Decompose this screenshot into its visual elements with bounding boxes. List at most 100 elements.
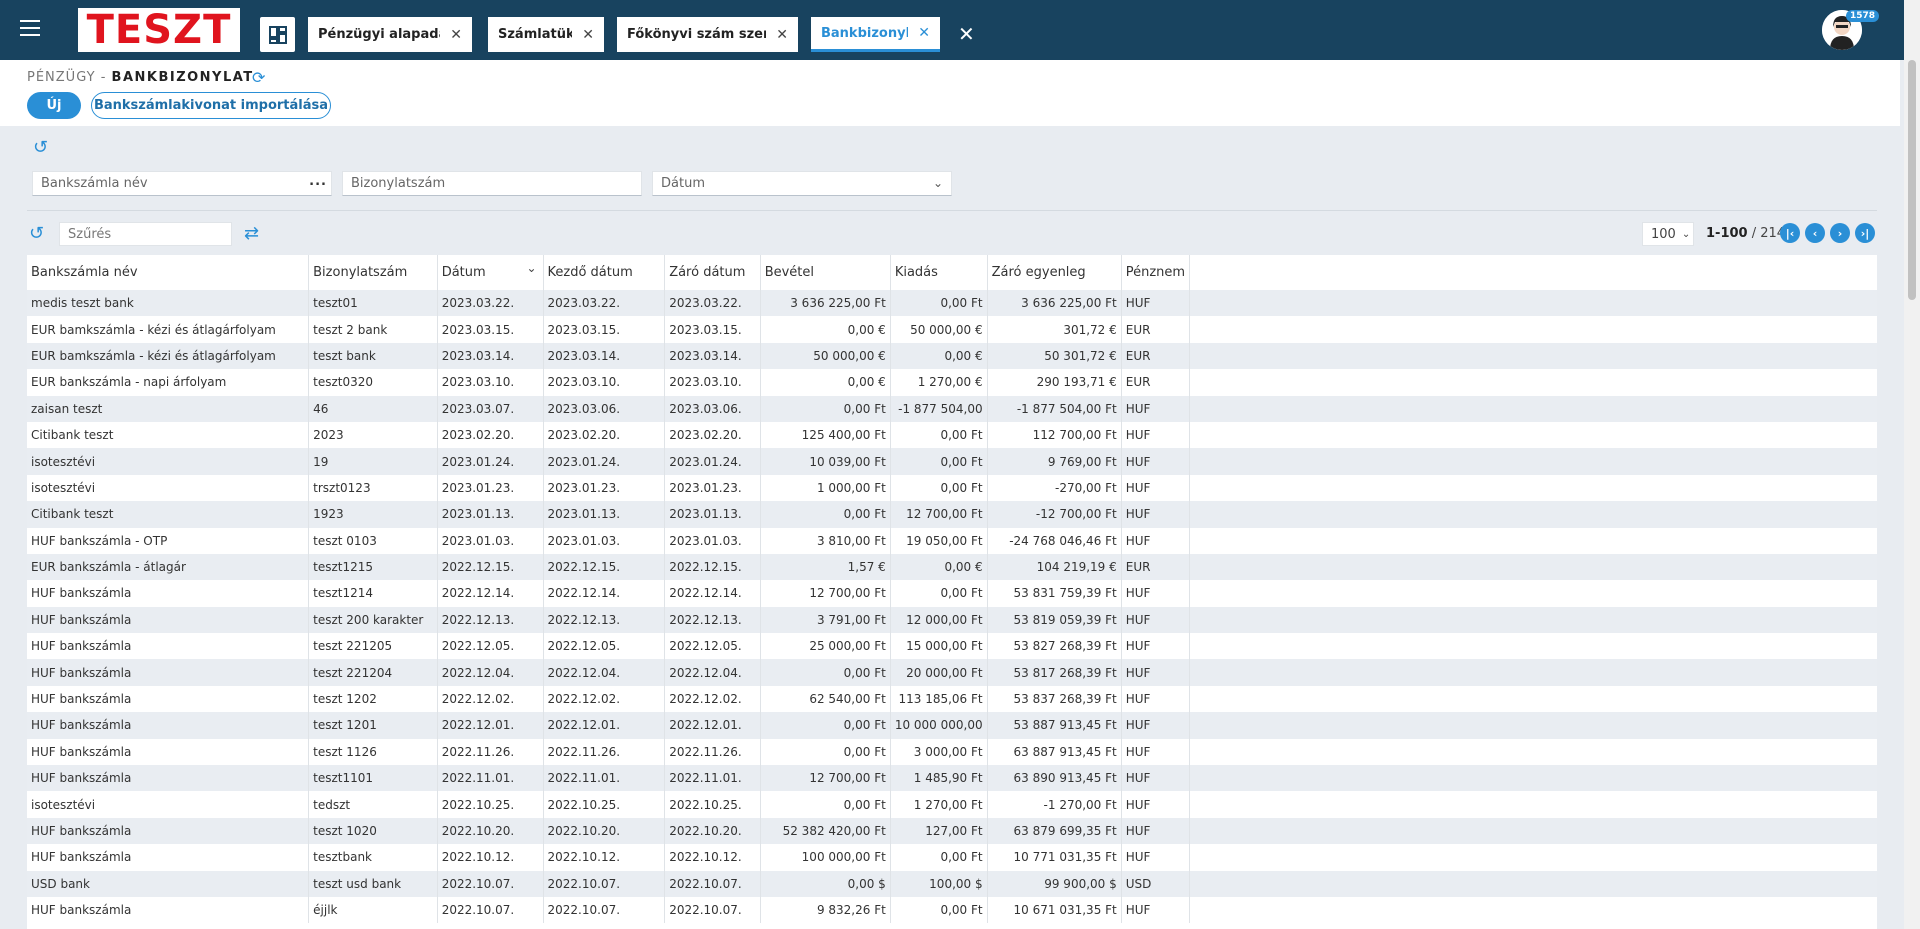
table-cell: 2023.03.10. [664, 369, 761, 396]
table-cell: 2023.03.06. [664, 395, 761, 422]
table-row[interactable]: HUF bankszámla teszt 221204 2022.12.04. 202… [27, 659, 1877, 686]
table-row[interactable]: EUR bankszámla - átlagár teszt1215 2022.12… [27, 553, 1877, 581]
table-cell: 0,00 € [760, 316, 891, 343]
table-cell: EUR [1121, 369, 1191, 396]
table-row[interactable]: zaisan teszt 46 2023.03.07. 2023.03.06. 2023… [27, 395, 1877, 422]
tab-bankbizonylat[interactable]: Bankbizonylat ✕ [811, 17, 940, 52]
table-row[interactable]: isotesztévi 19 2023.01.24. 2023.01.24. 2023.… [27, 448, 1877, 475]
tab-szamlatukor[interactable]: Számlatükör ✕ [488, 17, 604, 52]
table-row[interactable]: HUF bankszámla teszt 1126 2022.11.26. 2022.… [27, 738, 1877, 766]
col-header-end-date[interactable]: Záró dátum [664, 255, 761, 290]
table-cell: 2022.10.12. [543, 844, 666, 871]
col-header-date[interactable]: Dátum [437, 255, 544, 290]
last-page-button[interactable]: ›| [1855, 223, 1875, 243]
page-scrollbar[interactable] [1904, 0, 1920, 929]
close-icon[interactable]: ✕ [776, 26, 788, 43]
table-cell: 2022.12.05. [664, 633, 761, 660]
document-number-field[interactable]: Bizonylatszám [342, 171, 642, 196]
table-cell: 10 771 031,35 Ft [987, 844, 1122, 871]
close-icon[interactable]: ✕ [450, 26, 462, 43]
breadcrumb-parent[interactable]: PÉNZÜGY - [27, 70, 112, 85]
table-cell: teszt 1201 [308, 712, 438, 739]
menu-icon[interactable] [20, 20, 40, 38]
table-cell: 1,57 € [760, 553, 891, 581]
new-button[interactable]: Új [27, 92, 81, 119]
close-icon[interactable]: ✕ [918, 25, 930, 41]
date-select[interactable]: Dátum ⌄ [652, 171, 952, 196]
swap-icon[interactable]: ⇄ [244, 223, 260, 244]
table-cell: tedszt [308, 791, 438, 818]
table-row[interactable]: EUR bankszámla - napi árfolyam teszt0320 2… [27, 369, 1877, 396]
table-row[interactable]: EUR bamkszámla - kézi és átlagárfolyam te… [27, 342, 1877, 370]
table-row[interactable]: HUF bankszámla teszt 1202 2022.12.02. 2022.… [27, 685, 1877, 713]
scrollbar-thumb[interactable] [1908, 60, 1916, 300]
row-filler [1189, 395, 1877, 422]
table-cell: isotesztévi [27, 474, 310, 502]
close-all-tabs-icon[interactable]: ✕ [958, 22, 975, 46]
bank-account-field[interactable]: Bankszámla név ... [32, 171, 332, 196]
col-header-expense[interactable]: Kiadás [890, 255, 988, 290]
reset-table-icon[interactable]: ↺ [29, 223, 45, 244]
search-input[interactable]: Szűrés [59, 222, 232, 246]
table-cell: 2023.03.15. [543, 316, 666, 343]
table-row[interactable]: isotesztévi trszt0123 2023.01.23. 2023.01.2… [27, 474, 1877, 502]
import-statement-button[interactable]: Bankszámlakivonat importálása [91, 92, 331, 119]
table-cell: HUF [1121, 501, 1191, 528]
table-cell: 2022.11.01. [437, 765, 544, 792]
table-cell: 2023.03.06. [543, 395, 666, 422]
table-cell: HUF [1121, 896, 1191, 924]
col-header-start-date[interactable]: Kezdő dátum [543, 255, 666, 290]
table-row[interactable]: EUR bamkszámla - kézi és átlagárfolyam te… [27, 316, 1877, 343]
page-size-select[interactable]: 100 ⌄ [1642, 222, 1694, 246]
col-header-currency[interactable]: Pénznem [1121, 255, 1191, 290]
prev-page-button[interactable]: ‹ [1805, 223, 1825, 243]
row-filler [1189, 369, 1877, 396]
dashboard-button[interactable] [260, 17, 295, 52]
table-row[interactable]: HUF bankszámla teszt 1201 2022.12.01. 2022.… [27, 712, 1877, 739]
table-row[interactable]: HUF bankszámla teszt1101 2022.11.01. 2022.1… [27, 765, 1877, 792]
table-row[interactable]: Citibank teszt 2023 2023.02.20. 2023.02.20.… [27, 421, 1877, 449]
col-header-bank-account[interactable]: Bankszámla név [27, 255, 310, 290]
table-row[interactable]: Citibank teszt 1923 2023.01.13. 2023.01.13.… [27, 501, 1877, 528]
table-cell: 2023.01.03. [664, 527, 761, 554]
row-filler [1189, 474, 1877, 502]
table-row[interactable]: isotesztévi tedszt 2022.10.25. 2022.10.25. 2… [27, 791, 1877, 818]
table-row[interactable]: USD bank teszt usd bank 2022.10.07. 2022.10… [27, 870, 1877, 897]
table-cell: 2022.12.04. [437, 659, 544, 686]
table-cell: HUF [1121, 844, 1191, 871]
table-cell: 2023.01.13. [437, 501, 544, 528]
table-cell: trszt0123 [308, 474, 438, 502]
table-cell: 0,00 Ft [890, 290, 988, 317]
table-cell: 50 000,00 € [890, 316, 988, 343]
table-row[interactable]: HUF bankszámla tesztbank 2022.10.12. 2022.1… [27, 844, 1877, 871]
close-icon[interactable]: ✕ [582, 26, 594, 43]
table-cell: 53 831 759,39 Ft [987, 580, 1122, 607]
refresh-icon[interactable]: ⟳ [252, 68, 266, 87]
tab-penzugyi-alapadatok[interactable]: Pénzügyi alapadatok ✕ [308, 17, 472, 52]
table-row[interactable]: medis teszt bank teszt01 2023.03.22. 2023.0… [27, 290, 1877, 317]
table-row[interactable]: HUF bankszámla teszt 221205 2022.12.05. 202… [27, 633, 1877, 660]
col-header-closing-balance[interactable]: Záró egyenleg [987, 255, 1122, 290]
reset-filters-icon[interactable]: ↺ [33, 137, 49, 158]
table-cell: 2022.12.13. [543, 606, 666, 634]
table-row[interactable]: HUF bankszámla éjjlk 2022.10.07. 2022.10.07… [27, 896, 1877, 924]
table-row[interactable]: HUF bankszámla teszt 1020 2022.10.20. 2022.… [27, 817, 1877, 845]
table-cell: 2022.12.14. [437, 580, 544, 607]
table-cell: HUF bankszámla [27, 712, 310, 739]
col-header-document-number[interactable]: Bizonylatszám [308, 255, 438, 290]
table-cell: 3 636 225,00 Ft [760, 290, 891, 317]
table-cell: HUF bankszámla [27, 659, 310, 686]
tab-label: Főkönyvi szám szerke... [627, 27, 767, 42]
table-cell: teszt 200 karakter [308, 606, 438, 634]
tab-fokonyvi-szam[interactable]: Főkönyvi szám szerke... ✕ [617, 17, 798, 52]
table-cell: 2023.01.23. [543, 474, 666, 502]
col-header-income[interactable]: Bevétel [760, 255, 891, 290]
next-page-button[interactable]: › [1830, 223, 1850, 243]
lookup-button[interactable]: ... [309, 174, 327, 189]
table-cell: HUF [1121, 421, 1191, 449]
table-row[interactable]: HUF bankszámla - OTP teszt 0103 2023.01.03… [27, 527, 1877, 554]
table-row[interactable]: HUF bankszámla teszt1214 2022.12.14. 2022.1… [27, 580, 1877, 607]
table-row[interactable]: HUF bankszámla teszt 200 karakter 2022.12.… [27, 606, 1877, 634]
table-cell: HUF bankszámla [27, 817, 310, 845]
first-page-button[interactable]: |‹ [1780, 223, 1800, 243]
